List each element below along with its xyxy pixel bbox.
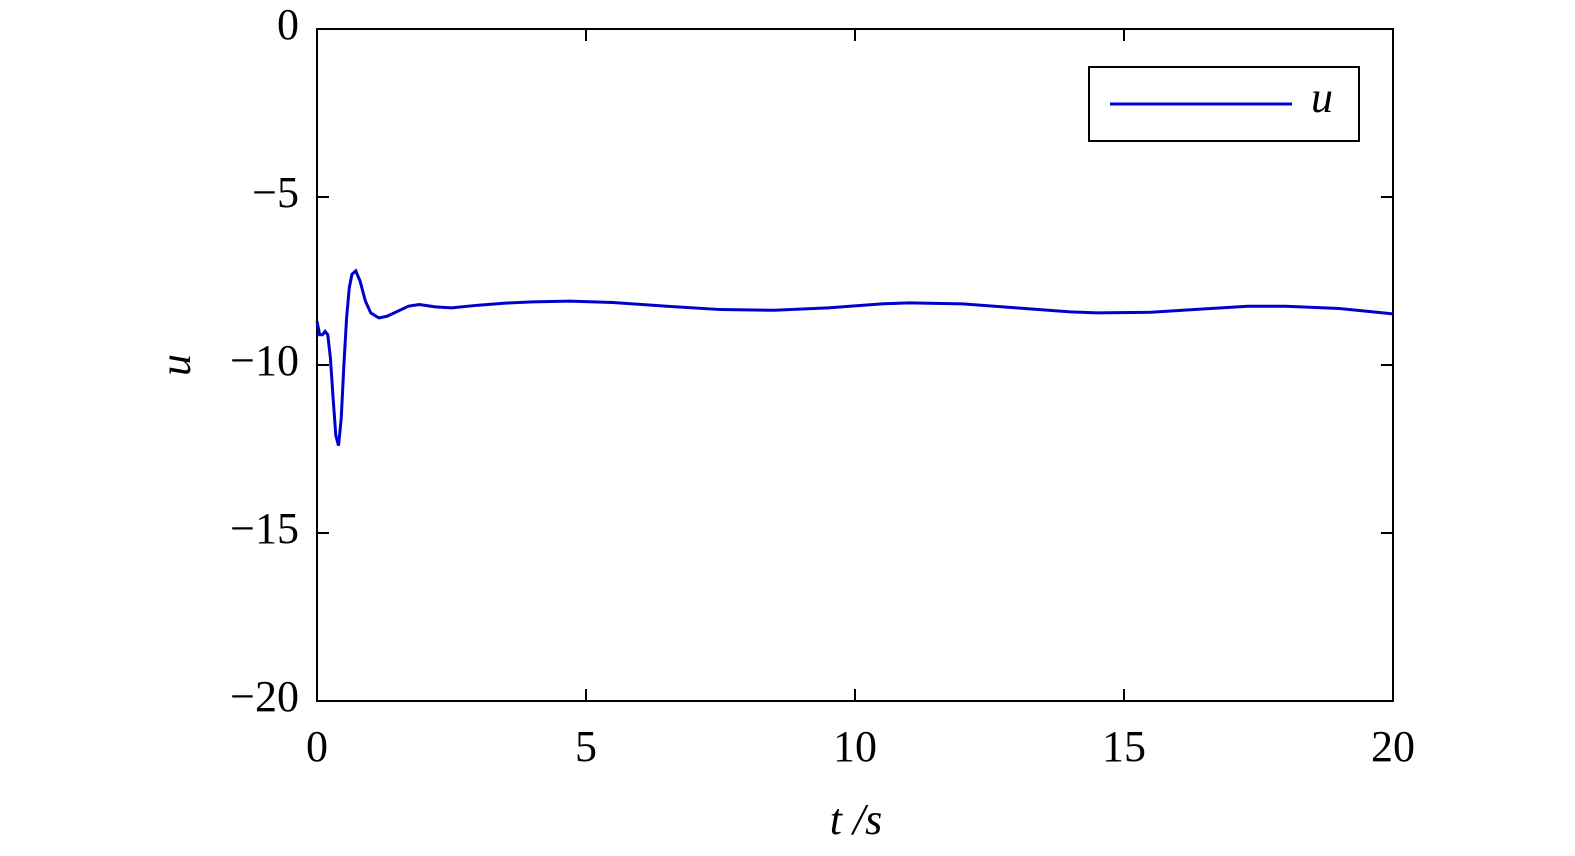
y-tick-label: −5 [252,168,299,217]
legend-label: u [1311,73,1333,122]
y-tick-label: 0 [277,0,299,49]
x-tick-label: 10 [833,722,877,771]
y-tick-label: −10 [230,336,299,385]
x-tick-label: 20 [1371,722,1415,771]
x-tick-label: 0 [306,722,328,771]
plot-frame [316,28,1394,702]
x-tick-label: 15 [1102,722,1146,771]
y-tick-label: −15 [230,504,299,553]
y-axis-label: u [151,354,200,376]
x-tick-label: 5 [575,722,597,771]
x-axis-label: t /s [830,795,883,844]
y-tick-label: −20 [230,672,299,721]
data-line [315,268,1394,447]
